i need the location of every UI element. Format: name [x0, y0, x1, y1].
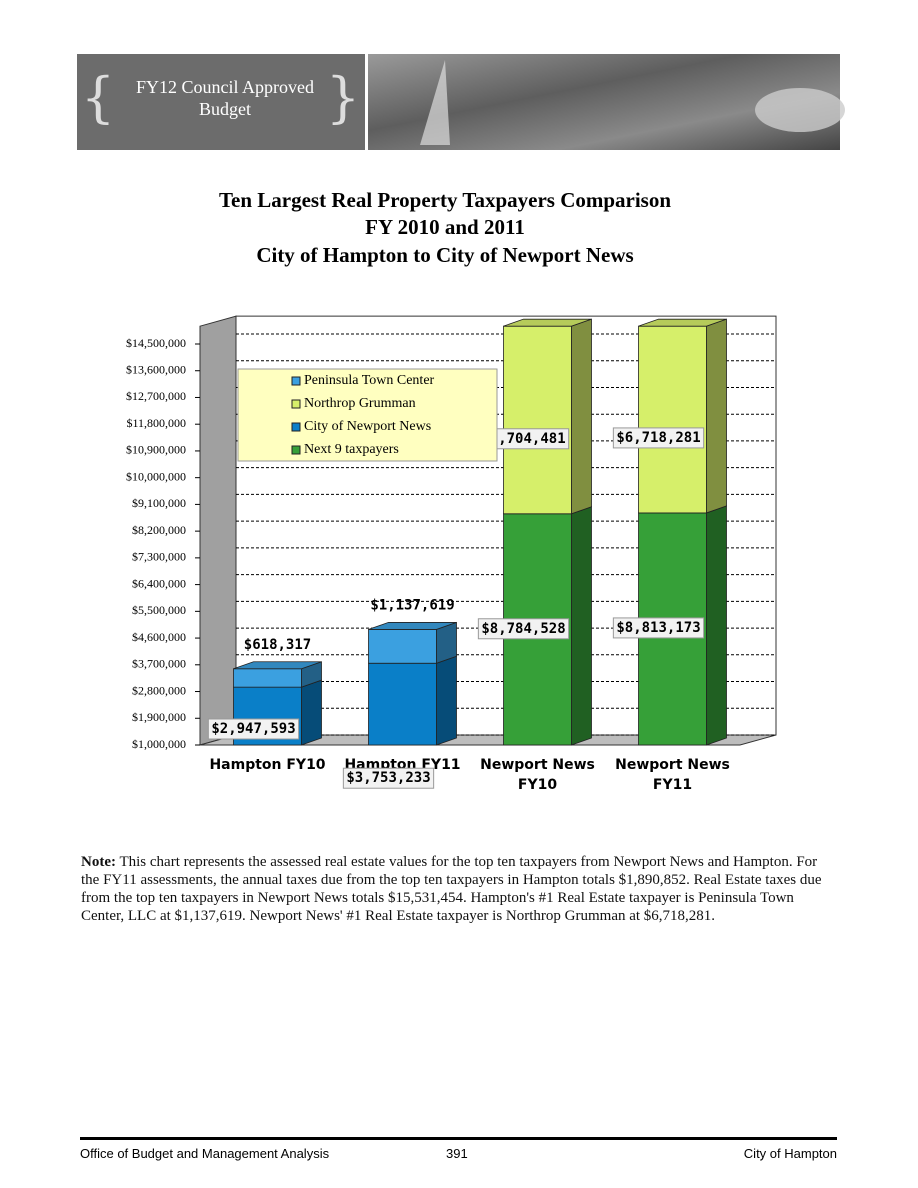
legend-label: City of Newport News [304, 419, 431, 434]
x-tick-line: FY11 [653, 777, 692, 793]
note-text: This chart represents the assessed real … [81, 854, 822, 924]
bar-top [638, 318, 727, 327]
footer-left: Office of Budget and Management Analysis [80, 1146, 330, 1161]
brace-right: } [326, 66, 360, 129]
data-label-box [612, 617, 705, 639]
y-tick-label: $11,800,000 [126, 416, 186, 430]
x-tick-label: Newport News FY11 [615, 757, 730, 793]
data-label: $8,813,173 [616, 620, 700, 636]
bar-side [706, 505, 727, 746]
y-tick-label: $10,900,000 [126, 443, 186, 457]
bar-side [571, 318, 592, 515]
header-title: FY12 Council Approved Budget [136, 77, 314, 119]
x-tick-line: Newport News [615, 757, 730, 773]
footer-right: City of Hampton [743, 1146, 837, 1161]
bar-front [233, 668, 302, 688]
bar-side [571, 506, 592, 746]
x-tick-label: Hampton FY10 [209, 757, 325, 773]
y-tick-label: $9,100,000 [132, 496, 186, 510]
chart-subtitle: City of Hampton to City of Newport News [256, 243, 634, 267]
bar-segment [638, 318, 727, 514]
header-box [77, 54, 365, 150]
bar-segment [368, 621, 457, 664]
bar-front [638, 325, 707, 514]
legend-swatch [291, 422, 301, 432]
x-tick-line: Newport News [480, 757, 595, 773]
legend-swatch [291, 399, 301, 409]
data-label-box [342, 767, 435, 789]
x-tick-line: FY10 [518, 777, 557, 793]
note-label: Note: [81, 854, 116, 870]
y-tick-label: $4,600,000 [132, 630, 186, 644]
data-label: $1,137,619 [370, 597, 454, 613]
chart-title: Ten Largest Real Property Taxpayers Comp… [218, 188, 672, 212]
legend-swatch [291, 445, 301, 455]
bar-front [368, 662, 437, 746]
data-label: $6,718,281 [616, 430, 700, 446]
bar-side [706, 318, 727, 514]
brace-left: { [81, 66, 115, 129]
data-label-box [612, 427, 705, 449]
legend-label: Northrop Grumman [304, 396, 416, 411]
y-tick-label: $8,200,000 [132, 523, 186, 537]
bar-top [233, 661, 322, 670]
data-label-box [207, 718, 300, 740]
legend-label: Next 9 taxpayers [304, 442, 399, 457]
chart-subtitle: FY 2010 and 2011 [365, 215, 525, 239]
y-tick-label: $1,000,000 [132, 737, 186, 751]
y-tick-label: $14,500,000 [126, 336, 186, 350]
bar-segment [503, 318, 592, 515]
y-tick-label: $2,800,000 [132, 683, 186, 697]
legend-swatch [291, 376, 301, 386]
y-tick-label: $3,700,000 [132, 657, 186, 671]
header-title-wrap: FY12 Council Approved Budget [136, 77, 314, 119]
bar-front [503, 325, 572, 515]
sail [420, 60, 450, 145]
legend-box [237, 368, 498, 462]
y-tick-label: $13,600,000 [126, 362, 186, 376]
footer: Office of Budget and Management Analysis… [80, 1137, 837, 1161]
bar-top [368, 622, 457, 630]
data-label: $8,784,528 [481, 621, 565, 637]
legend-label: Peninsula Town Center [304, 373, 435, 388]
y-tick-label: $1,900,000 [132, 710, 186, 724]
header-banner: { } FY12 Council Approved Budget [77, 54, 845, 150]
coliseum [755, 88, 845, 132]
y-tick-label: $5,500,000 [132, 603, 186, 617]
data-label: $3,753,233 [346, 770, 430, 786]
data-label: $618,317 [244, 637, 311, 653]
data-label-box [477, 618, 570, 640]
bar-side [301, 679, 322, 746]
side-wall [199, 315, 237, 746]
data-label: $6,704,481 [481, 431, 565, 447]
y-tick-label: $10,000,000 [126, 469, 186, 483]
y-tick-label: $6,400,000 [132, 576, 186, 590]
bar-segment [233, 661, 322, 688]
bar-front [368, 629, 437, 664]
y-tick-label: $7,300,000 [132, 550, 186, 564]
footer-page: 391 [446, 1146, 468, 1161]
y-tick-label: $12,700,000 [126, 389, 186, 403]
chart: $1,000,000 $1,900,000 $2,800,000 $3,700,000… [126, 315, 777, 793]
note: Note: This chart represents the assessed… [81, 853, 831, 925]
bar-side [436, 655, 457, 746]
bar-segment [368, 655, 457, 746]
x-tick-label: Newport News FY10 [480, 757, 595, 793]
data-label: $2,947,593 [211, 721, 295, 737]
bar-top [503, 318, 592, 327]
